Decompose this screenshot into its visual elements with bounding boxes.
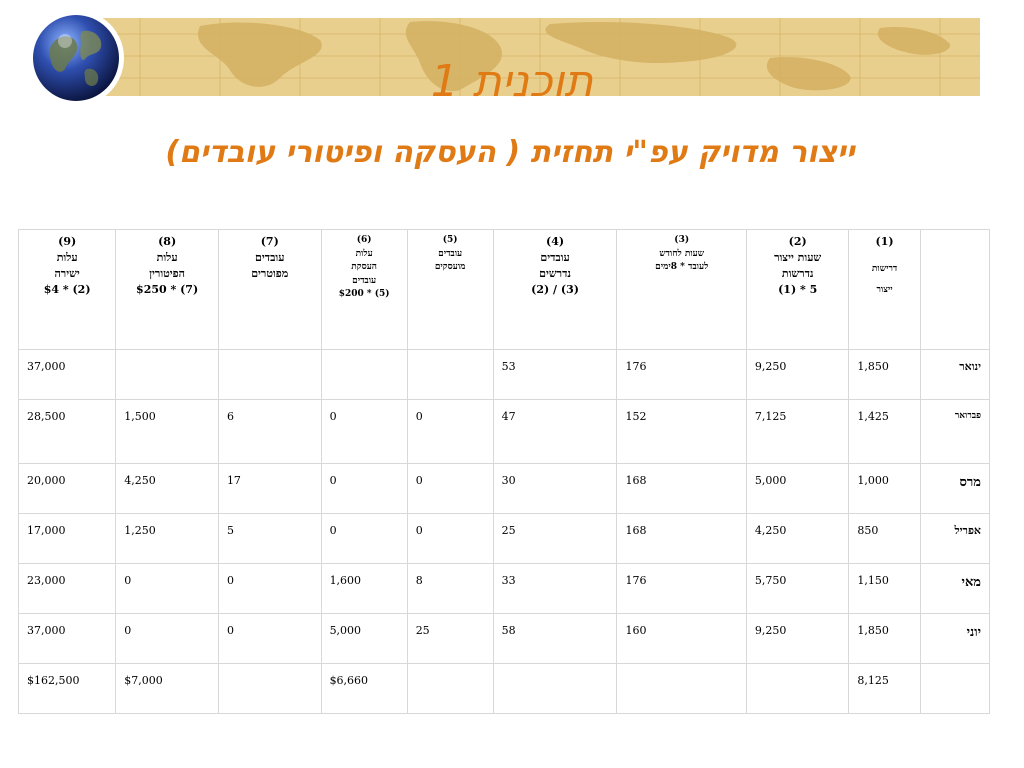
hiring-cost-cell: 1,600 bbox=[320, 563, 408, 614]
demand-total-cell: 8,125 bbox=[848, 663, 921, 714]
workers-laid-off-cell: 6 bbox=[217, 399, 322, 464]
demand-cell: 1,425 bbox=[848, 399, 921, 464]
workers-hired-cell: 0 bbox=[406, 513, 494, 564]
month-cell: מאי bbox=[919, 563, 991, 614]
production-hours-cell: 7,125 bbox=[745, 399, 850, 464]
demand-cell: 1,000 bbox=[848, 463, 921, 514]
demand-cell: 1,850 bbox=[848, 613, 921, 664]
direct-cost-cell: 37,000 bbox=[17, 613, 117, 664]
workers-required-cell bbox=[492, 663, 618, 714]
layoff-cost-cell: 1,500 bbox=[115, 399, 219, 464]
demand-cell: 1,850 bbox=[848, 349, 921, 400]
workers-laid-off-cell: 0 bbox=[217, 613, 322, 664]
hiring-cost-total-cell: $6,660 bbox=[320, 663, 408, 714]
direct-cost-cell: 37,000 bbox=[17, 349, 117, 400]
workers-hired-cell bbox=[406, 349, 494, 400]
header-workers-laid-off: (7) עובדים מפוטרים bbox=[217, 229, 322, 350]
header-production-hours: (2) שעות ייצור נדרשות 5 * (1) bbox=[745, 229, 850, 350]
production-hours-cell bbox=[745, 663, 850, 714]
direct-cost-cell: 23,000 bbox=[17, 563, 117, 614]
month-cell: ינואר bbox=[919, 349, 991, 400]
globe-icon bbox=[28, 10, 124, 106]
workers-hired-cell: 0 bbox=[406, 463, 494, 514]
workers-required-cell: 33 bbox=[492, 563, 618, 614]
table-row: מרס 1,000 5,000 168 30 0 0 17 4,250 20,0… bbox=[17, 463, 991, 514]
header-hours-per-worker: (3) שעות לחודש לעובד * 8ימים bbox=[616, 229, 747, 350]
workers-required-cell: 53 bbox=[492, 349, 618, 400]
workers-hired-cell bbox=[406, 663, 494, 714]
hiring-cost-cell bbox=[320, 349, 408, 400]
table-row: מאי 1,150 5,750 176 33 8 1,600 0 0 23,00… bbox=[17, 563, 991, 614]
month-cell: יוני bbox=[919, 613, 991, 664]
table-row: פברואר 1,425 7,125 152 47 0 0 6 1,500 28… bbox=[17, 399, 991, 464]
layoff-cost-cell bbox=[115, 349, 219, 400]
month-cell: אפריל bbox=[919, 513, 991, 564]
workers-required-cell: 47 bbox=[492, 399, 618, 464]
workers-laid-off-cell: 5 bbox=[217, 513, 322, 564]
demand-cell: 1,150 bbox=[848, 563, 921, 614]
month-cell: פברואר bbox=[919, 399, 991, 464]
world-map-banner bbox=[80, 18, 980, 96]
production-hours-cell: 9,250 bbox=[745, 613, 850, 664]
layoff-cost-cell: 0 bbox=[115, 613, 219, 664]
direct-cost-cell: 20,000 bbox=[17, 463, 117, 514]
production-plan-table: (1) דרישות ייצור (2) שעות ייצור נדרשות 5… bbox=[17, 229, 991, 714]
header-demand: (1) דרישות ייצור bbox=[848, 229, 921, 350]
production-hours-cell: 9,250 bbox=[745, 349, 850, 400]
month-cell: מרס bbox=[919, 463, 991, 514]
workers-hired-cell: 25 bbox=[406, 613, 494, 664]
hours-per-worker-cell: 152 bbox=[616, 399, 747, 464]
layoff-cost-cell: 0 bbox=[115, 563, 219, 614]
header-workers-hired: (5) עובדים מועסקים bbox=[406, 229, 494, 350]
hiring-cost-cell: 5,000 bbox=[320, 613, 408, 664]
production-hours-cell: 4,250 bbox=[745, 513, 850, 564]
production-hours-cell: 5,750 bbox=[745, 563, 850, 614]
hiring-cost-cell: 0 bbox=[320, 399, 408, 464]
workers-laid-off-cell: 17 bbox=[217, 463, 322, 514]
header-workers-required: (4) עובדים נדרשים (3) / (2) bbox=[492, 229, 618, 350]
workers-required-cell: 30 bbox=[492, 463, 618, 514]
hiring-cost-cell: 0 bbox=[320, 513, 408, 564]
header-hiring-cost: (6) עלות העסקת עובדים (5) * $200 bbox=[320, 229, 408, 350]
layoff-cost-cell: 4,250 bbox=[115, 463, 219, 514]
demand-cell: 850 bbox=[848, 513, 921, 564]
month-cell bbox=[919, 663, 991, 714]
page-subtitle: ייצור מדויק עפ"י תחזית ( העסקה ופיטורי ע… bbox=[165, 135, 855, 170]
workers-laid-off-cell bbox=[217, 663, 322, 714]
header-layoff-cost: (8) עלות הפיטורין (7) * $250 bbox=[115, 229, 219, 350]
table-row: יוני 1,850 9,250 160 58 25 5,000 0 0 37,… bbox=[17, 613, 991, 664]
direct-cost-cell: 17,000 bbox=[17, 513, 117, 564]
hours-per-worker-cell: 160 bbox=[616, 613, 747, 664]
header-row: (1) דרישות ייצור (2) שעות ייצור נדרשות 5… bbox=[17, 229, 991, 350]
workers-laid-off-cell: 0 bbox=[217, 563, 322, 614]
workers-hired-cell: 0 bbox=[406, 399, 494, 464]
workers-required-cell: 58 bbox=[492, 613, 618, 664]
table-row: אפריל 850 4,250 168 25 0 0 5 1,250 17,00… bbox=[17, 513, 991, 564]
production-hours-cell: 5,000 bbox=[745, 463, 850, 514]
direct-cost-total-cell: $162,500 bbox=[17, 663, 117, 714]
header-month bbox=[919, 229, 991, 350]
hours-per-worker-cell: 168 bbox=[616, 463, 747, 514]
header-direct-cost: (9) עלות ישירה (2) * $4 bbox=[17, 229, 117, 350]
workers-hired-cell: 8 bbox=[406, 563, 494, 614]
layoff-cost-cell: 1,250 bbox=[115, 513, 219, 564]
page-title: תוכנית 1 bbox=[430, 56, 594, 107]
totals-row: 8,125 $6,660 $7,000 $162,500 bbox=[17, 663, 991, 714]
table-row: ינואר 1,850 9,250 176 53 37,000 bbox=[17, 349, 991, 400]
layoff-cost-total-cell: $7,000 bbox=[115, 663, 219, 714]
hours-per-worker-cell: 176 bbox=[616, 349, 747, 400]
workers-laid-off-cell bbox=[217, 349, 322, 400]
direct-cost-cell: 28,500 bbox=[17, 399, 117, 464]
hours-per-worker-cell bbox=[616, 663, 747, 714]
hours-per-worker-cell: 176 bbox=[616, 563, 747, 614]
workers-required-cell: 25 bbox=[492, 513, 618, 564]
hours-per-worker-cell: 168 bbox=[616, 513, 747, 564]
hiring-cost-cell: 0 bbox=[320, 463, 408, 514]
